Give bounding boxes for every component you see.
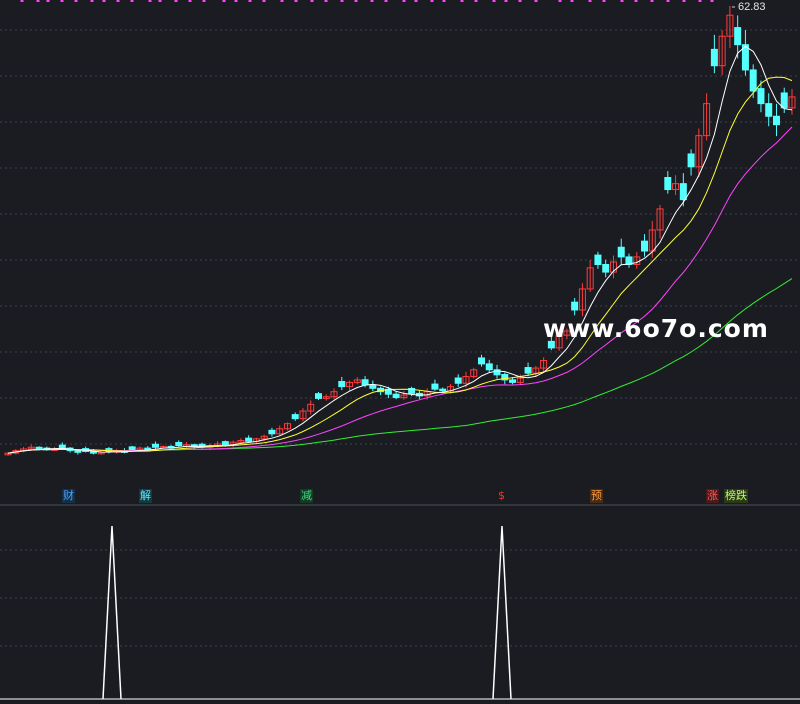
event-marker[interactable]: 解 [139,489,152,503]
event-marker[interactable]: $ [498,489,505,502]
peak-price-label: 62.83 [738,1,766,13]
candle-up [788,96,796,109]
ma-magenta-line [7,126,793,454]
candle-down [175,442,183,447]
candle-up [516,377,524,383]
candle-up [586,267,594,290]
candle-down [641,240,649,252]
candle-up [276,428,284,435]
ma-green-line [7,278,793,454]
candle-up [237,440,245,443]
candle-down [594,254,602,265]
candle-up [353,379,361,383]
candle-down [780,92,788,109]
candle-down [151,443,159,448]
candle-up [540,360,548,369]
candle-down [493,369,501,376]
indicator-peak [102,525,122,700]
candle-down [571,301,579,311]
candle-up [656,208,664,231]
candle-up [299,410,307,420]
candle-down [679,183,687,201]
candle-down [602,263,610,273]
candle-down [617,246,625,258]
candle-down [524,367,532,374]
candle-up [718,35,726,67]
candle-down [35,446,43,450]
event-marker[interactable]: 减 [300,489,313,503]
candle-down [765,103,773,117]
candle-down [128,446,136,451]
candle-down [431,383,439,390]
event-marker[interactable]: 榜跌 [724,489,748,503]
candle-up [307,403,315,412]
candle-up [136,447,144,451]
candle-down [478,357,486,365]
candle-up [283,423,291,430]
candle-up [470,369,478,378]
candle-down [772,115,780,126]
candle-down [392,393,400,399]
candle-up [609,261,617,273]
candle-down [501,374,509,381]
candle-down [710,48,718,67]
candle-up [260,435,268,440]
candles-layer [4,5,796,456]
candle-up [695,135,703,168]
candle-up [346,381,354,388]
candle-down [741,44,749,71]
ma-yellow-line [7,76,793,454]
candle-down [509,379,517,383]
event-marker[interactable]: 涨 [706,489,719,503]
candle-down [439,388,447,392]
indicator-peak [492,525,512,700]
candle-up [672,183,680,191]
candle-down [734,27,742,46]
event-marker[interactable]: 预 [590,489,603,503]
candle-up [400,394,408,399]
candle-up [563,330,571,336]
candle-down [485,363,493,371]
candle-up [322,396,330,399]
candle-down [338,380,346,388]
candle-down [221,441,229,446]
event-marker[interactable]: 财 [62,489,75,503]
candle-up [648,229,656,252]
candle-down [58,444,66,449]
candle-up [462,376,470,384]
candle-up [726,14,734,37]
candle-up [330,391,338,398]
candle-up [27,446,35,450]
watermark: www.6o7o.com [543,314,769,343]
candle-down [369,384,377,389]
candle-down [664,177,672,191]
candle-down [547,340,555,349]
ma-white-line [7,45,793,454]
candle-up [532,367,540,374]
candle-down [74,450,82,453]
candle-down [268,429,276,435]
candle-down [245,437,253,442]
candle-up [555,334,563,349]
candle-down [408,387,416,394]
candle-down [687,153,695,168]
candle-down [454,377,462,384]
candle-up [578,288,586,311]
candle-down [291,414,299,420]
candle-down [757,88,765,105]
candle-up [703,103,711,137]
candle-down [314,393,322,399]
candle-down [749,69,757,92]
candle-down [361,379,369,386]
